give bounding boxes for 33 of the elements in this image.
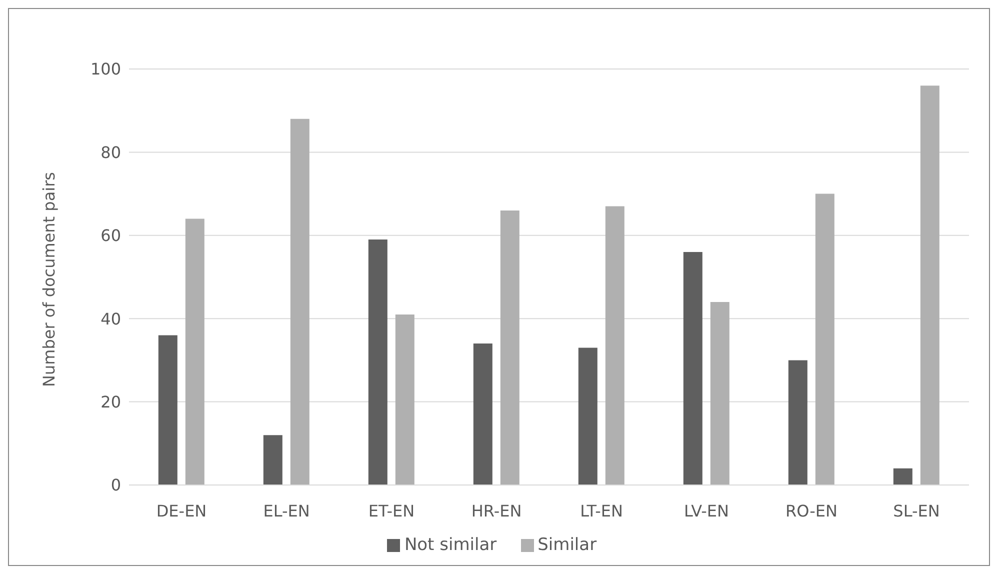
bar — [605, 206, 624, 485]
bar — [473, 344, 492, 485]
x-tick-label: EL-EN — [263, 501, 310, 520]
x-tick-label: LT-EN — [580, 501, 623, 520]
bar — [578, 348, 598, 485]
bar — [500, 210, 520, 485]
legend-label: Similar — [538, 535, 597, 555]
x-tick-label: HR-EN — [471, 501, 522, 520]
x-tick-label: DE-EN — [156, 501, 207, 520]
bar — [395, 314, 414, 485]
x-tick-label: SL-EN — [893, 501, 940, 520]
x-tick-label: LV-EN — [684, 501, 730, 520]
bar — [815, 194, 834, 485]
x-tick-label: RO-EN — [785, 501, 838, 520]
y-tick-label: 0 — [110, 476, 121, 495]
bar — [158, 335, 178, 485]
y-tick-label: 60 — [100, 226, 121, 246]
bar — [920, 86, 940, 485]
bar — [290, 118, 310, 485]
y-tick-label: 40 — [100, 309, 121, 328]
y-tick-label: 20 — [100, 392, 121, 412]
bar — [683, 252, 702, 485]
bar — [893, 468, 912, 485]
y-tick-label: 80 — [100, 142, 121, 162]
bar — [788, 360, 808, 485]
y-tick-label: 100 — [90, 60, 121, 79]
bar — [185, 218, 204, 485]
y-axis-title: Number of document pairs — [40, 172, 59, 387]
legend-label: Not similar — [404, 535, 497, 555]
bar — [263, 435, 282, 485]
bar — [710, 302, 730, 485]
x-tick-label: ET-EN — [368, 501, 415, 520]
bar — [368, 240, 388, 485]
